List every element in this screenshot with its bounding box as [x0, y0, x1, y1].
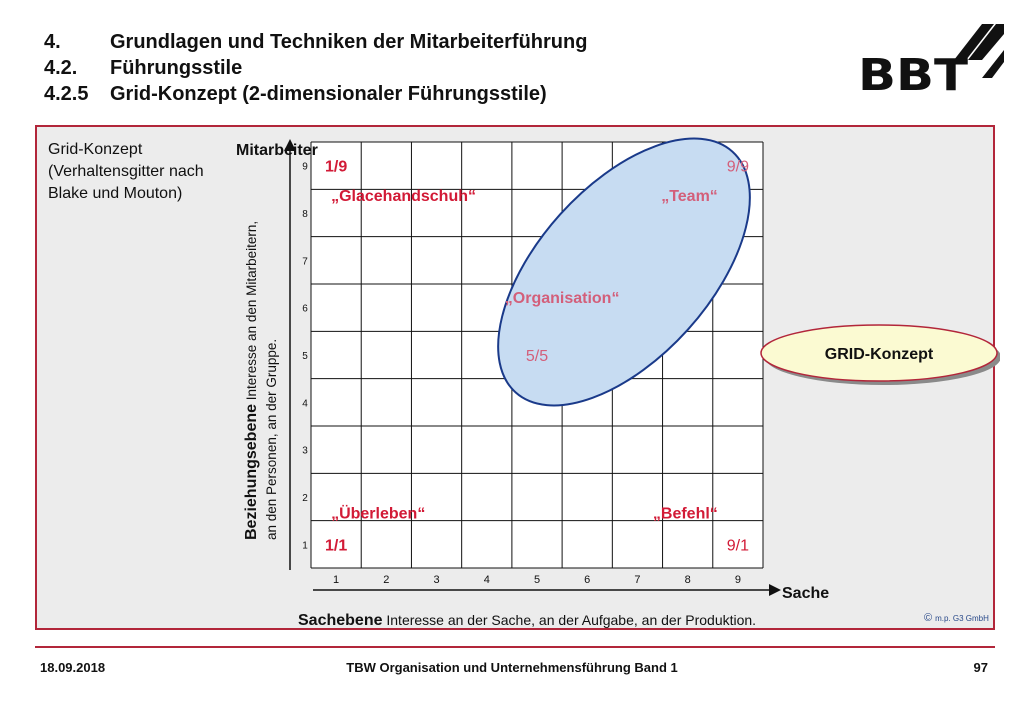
- grid-point-style-label: „Befehl“: [653, 505, 718, 522]
- title-text: Führungsstile: [110, 57, 243, 79]
- title-number: 4.2.5: [44, 83, 89, 105]
- y-axis-label-line2: an den Personen, an der Gruppe.: [264, 339, 279, 540]
- y-tick-label: 4: [302, 398, 308, 409]
- y-tick-label: 7: [302, 256, 308, 267]
- intro-line-3: Blake und Mouton): [48, 185, 183, 202]
- grid-point-style-label: „Team“: [661, 188, 718, 205]
- title-text: Grundlagen und Techniken der Mitarbeiter…: [110, 31, 588, 53]
- x-tick-label: 9: [735, 574, 741, 586]
- x-tick-label: 2: [383, 574, 389, 586]
- x-tick-label: 8: [685, 574, 691, 586]
- intro-line-2: (Verhaltensgitter nach: [48, 163, 204, 180]
- y-axis-label-rest: Interesse an den Mitarbeitern,: [244, 221, 259, 404]
- grid-point-code: 9/9: [727, 159, 749, 176]
- y-tick-label: 2: [302, 493, 308, 504]
- logo-stripe: [954, 24, 994, 60]
- y-axis-label-bold: Beziehungsebene: [243, 404, 260, 540]
- intro-line-1: Grid-Konzept: [48, 141, 143, 158]
- x-tick-label: 5: [534, 574, 540, 586]
- bbt-logo: BBT: [858, 24, 1004, 98]
- organisation-ellipse: [497, 137, 751, 407]
- footer-page-number: 97: [973, 660, 988, 675]
- x-tick-label: 4: [484, 574, 490, 586]
- footer-title: TBW Organisation und Unternehmensführung…: [346, 660, 678, 675]
- title-number: 4.: [44, 31, 61, 53]
- x-axis-title: Sache: [782, 585, 829, 602]
- logo-stripe: [982, 50, 1004, 78]
- y-tick-label: 1: [302, 540, 308, 551]
- style-labels: 1/9 „Glacehandschuh“ 9/9 „Team“ 5/5 „Organisa…: [325, 159, 749, 555]
- grid-point-code: 5/5: [526, 348, 548, 365]
- grid-konzept-callout[interactable]: GRID-Konzept: [760, 320, 1000, 386]
- footer-date: 18.09.2018: [40, 660, 106, 675]
- logo-text: BBT: [858, 50, 968, 98]
- x-tick-label: 7: [634, 574, 640, 586]
- copyright-text: m.p. G3 GmbH: [935, 614, 989, 623]
- title-text: Grid-Konzept (2-dimensionaler Führungsst…: [110, 83, 547, 105]
- y-axis-title: Mitarbeiter: [236, 142, 318, 159]
- callout-label: GRID-Konzept: [825, 346, 934, 363]
- grid-point-code: 9/1: [727, 537, 749, 554]
- y-tick-label: 9: [302, 162, 308, 173]
- y-axis-label: Beziehungsebene Interesse an den Mitarbe…: [243, 221, 260, 540]
- y-tick-label: 5: [302, 351, 308, 362]
- grid-point-code: 1/1: [325, 537, 347, 554]
- logo-stripe: [968, 24, 1004, 60]
- copyright-symbol: ©: [924, 612, 933, 624]
- x-tick-labels: 1 2 3 4 5 6 7 8 9: [333, 574, 741, 586]
- title-number: 4.2.: [44, 57, 78, 79]
- grid-point-style-label: „Überleben“: [331, 503, 425, 522]
- y-tick-label: 6: [302, 304, 308, 315]
- y-tick-label: 3: [302, 446, 308, 457]
- x-tick-label: 6: [584, 574, 590, 586]
- callout-shape: [760, 324, 998, 382]
- grid-point-style-label: „Glacehandschuh“: [331, 188, 476, 205]
- x-tick-label: 3: [433, 574, 439, 586]
- x-axis-label-bold: Sachebene: [298, 612, 383, 629]
- grid-point-style-label: „Organisation“: [505, 290, 620, 307]
- grid-point-code: 1/9: [325, 159, 347, 176]
- x-axis-label: Sachebene Interesse an der Sache, an der…: [298, 612, 756, 629]
- x-tick-label: 1: [333, 574, 339, 586]
- footer-divider: [35, 646, 995, 648]
- x-axis-label-rest: Interesse an der Sache, an der Aufgabe, …: [382, 612, 756, 628]
- y-tick-labels: 1 2 3 4 5 6 7 8 9: [302, 162, 308, 552]
- y-tick-label: 8: [302, 209, 308, 220]
- copyright-notice: © m.p. G3 GmbH: [924, 612, 989, 624]
